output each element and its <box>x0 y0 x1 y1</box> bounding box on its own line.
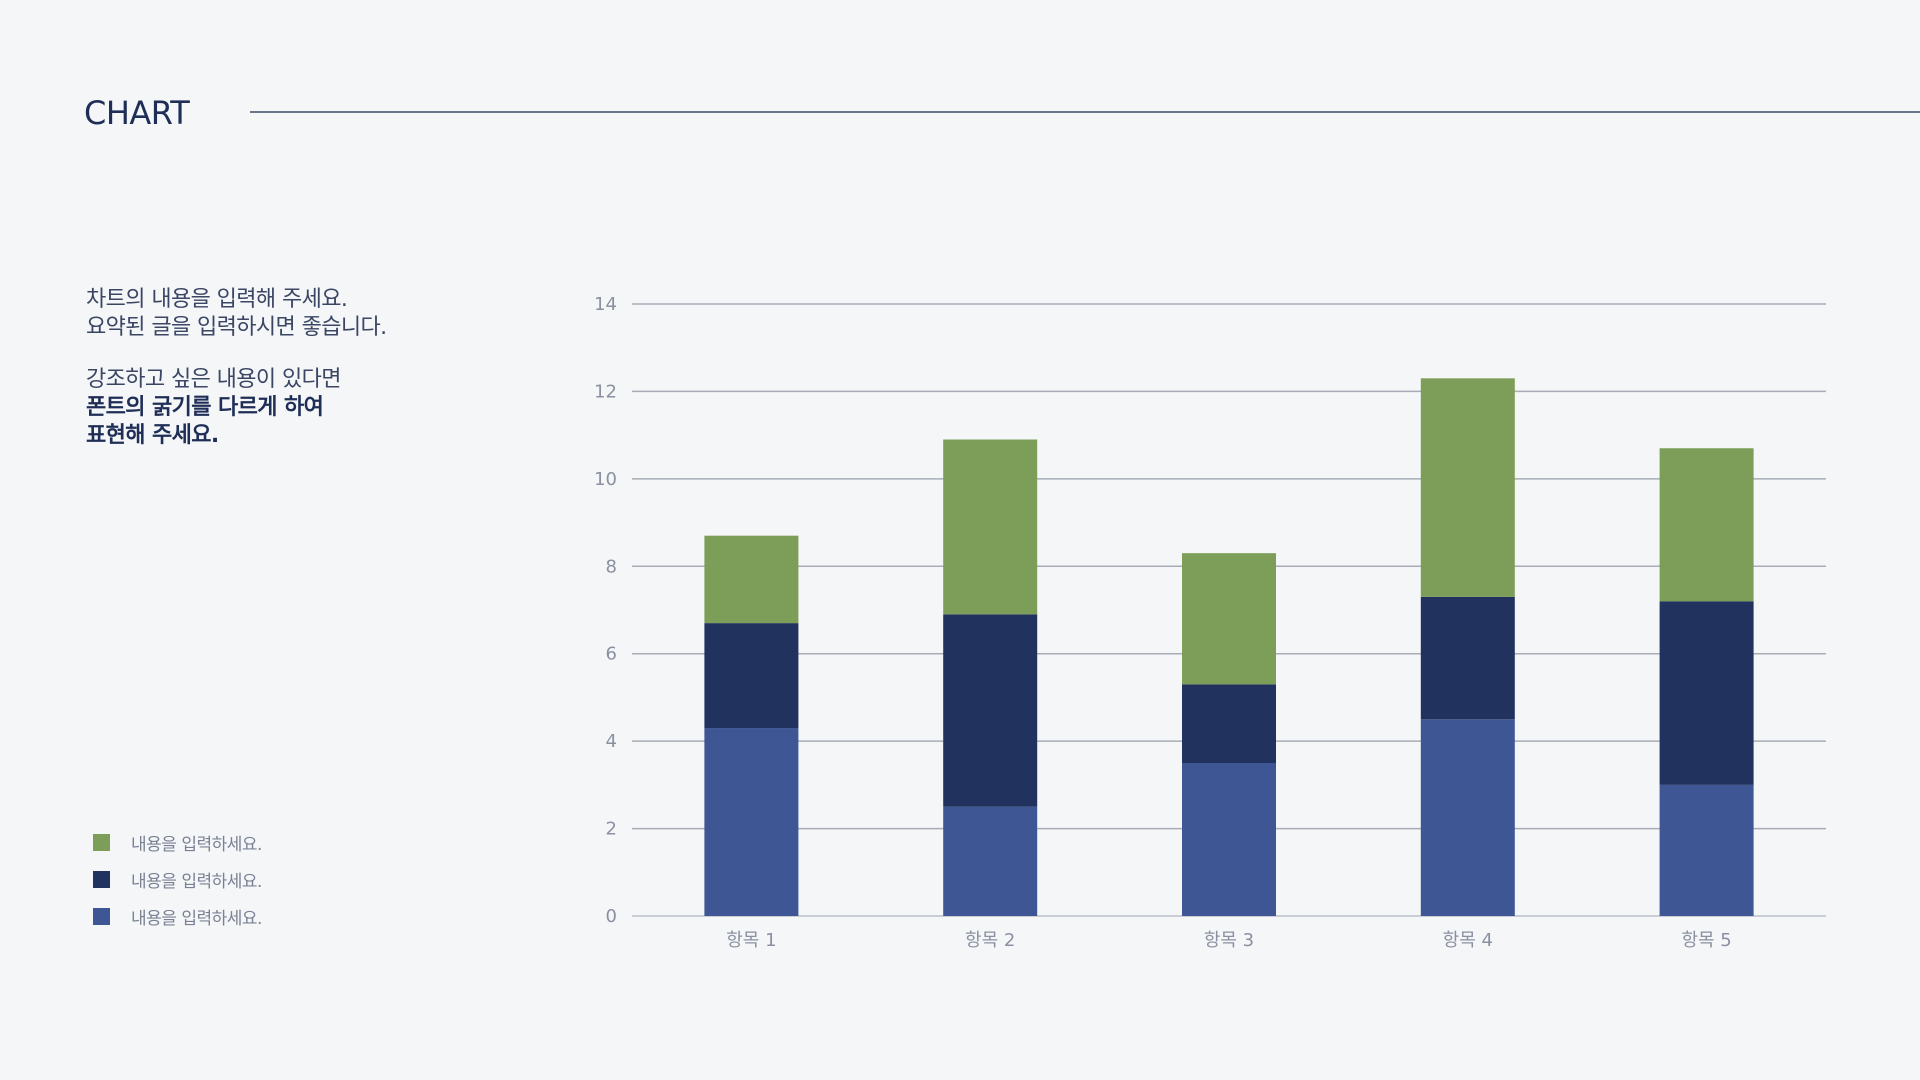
y-tick-label-10: 10 <box>594 469 617 490</box>
bar-category-5-series-1 <box>1659 784 1754 916</box>
bar-category-4-series-1 <box>1420 719 1515 916</box>
bar-category-5-series-3 <box>1659 448 1754 602</box>
legend-item-series-1: 내용을 입력하세요. <box>93 898 262 935</box>
legend-label: 내용을 입력하세요. <box>131 872 262 892</box>
bar-category-2-series-2 <box>943 614 1038 807</box>
legend-label: 내용을 입력하세요. <box>131 909 262 929</box>
y-tick-label-6: 6 <box>606 644 617 665</box>
bar-category-2-series-1 <box>943 806 1038 916</box>
description-line-4-bold: 폰트의 굵기를 다르게 하여 <box>86 395 324 420</box>
bar-category-4-series-3 <box>1420 378 1515 597</box>
y-tick-label-0: 0 <box>606 906 617 927</box>
x-category-label-5: 항목 5 <box>1681 930 1731 951</box>
x-category-label-1: 항목 1 <box>726 930 776 951</box>
bar-category-2-series-3 <box>943 439 1038 615</box>
y-tick-label-14: 14 <box>594 294 617 315</box>
legend-item-series-3: 내용을 입력하세요. <box>93 824 262 861</box>
bar-category-1-series-1 <box>704 728 799 916</box>
legend-swatch-series-2 <box>93 871 110 888</box>
description-line-5-bold: 표현해 주세요. <box>86 423 219 448</box>
bar-category-1-series-3 <box>704 535 799 624</box>
bar-category-4-series-2 <box>1420 596 1515 720</box>
legend-swatch-series-3 <box>93 834 110 851</box>
bar-category-1-series-2 <box>704 623 799 729</box>
axis-labels: 0 2 4 6 8 10 12 14 항목 1 항목 2 항목 3 항목 4 항목 5 <box>594 294 1732 951</box>
chart-legend: 내용을 입력하세요. 내용을 입력하세요. 내용을 입력하세요. <box>93 824 262 935</box>
title-divider <box>250 111 1920 113</box>
bars <box>704 378 1754 916</box>
legend-label: 내용을 입력하세요. <box>131 835 262 855</box>
y-tick-label-4: 4 <box>606 731 617 752</box>
header: CHART <box>84 88 1920 138</box>
x-category-label-3: 항목 3 <box>1204 930 1254 951</box>
y-tick-label-2: 2 <box>606 819 617 840</box>
bar-category-5-series-2 <box>1659 601 1754 785</box>
description-line-2: 요약된 글을 입력하시면 좋습니다. <box>86 315 387 340</box>
description-line-3: 강조하고 싶은 내용이 있다면 <box>86 367 341 392</box>
legend-item-series-2: 내용을 입력하세요. <box>93 861 262 898</box>
bar-category-3-series-2 <box>1182 684 1276 763</box>
chart-description: 차트의 내용을 입력해 주세요. 요약된 글을 입력하시면 좋습니다. 강조하고… <box>86 286 526 450</box>
y-tick-label-12: 12 <box>594 381 617 402</box>
x-category-label-4: 항목 4 <box>1443 930 1493 951</box>
x-category-label-2: 항목 2 <box>965 930 1015 951</box>
bar-category-3-series-3 <box>1182 553 1276 685</box>
page-title: CHART <box>84 94 190 132</box>
description-line-1: 차트의 내용을 입력해 주세요. <box>86 287 348 312</box>
y-tick-label-8: 8 <box>606 556 617 577</box>
legend-swatch-series-1 <box>93 908 110 925</box>
bar-category-3-series-1 <box>1182 763 1276 916</box>
